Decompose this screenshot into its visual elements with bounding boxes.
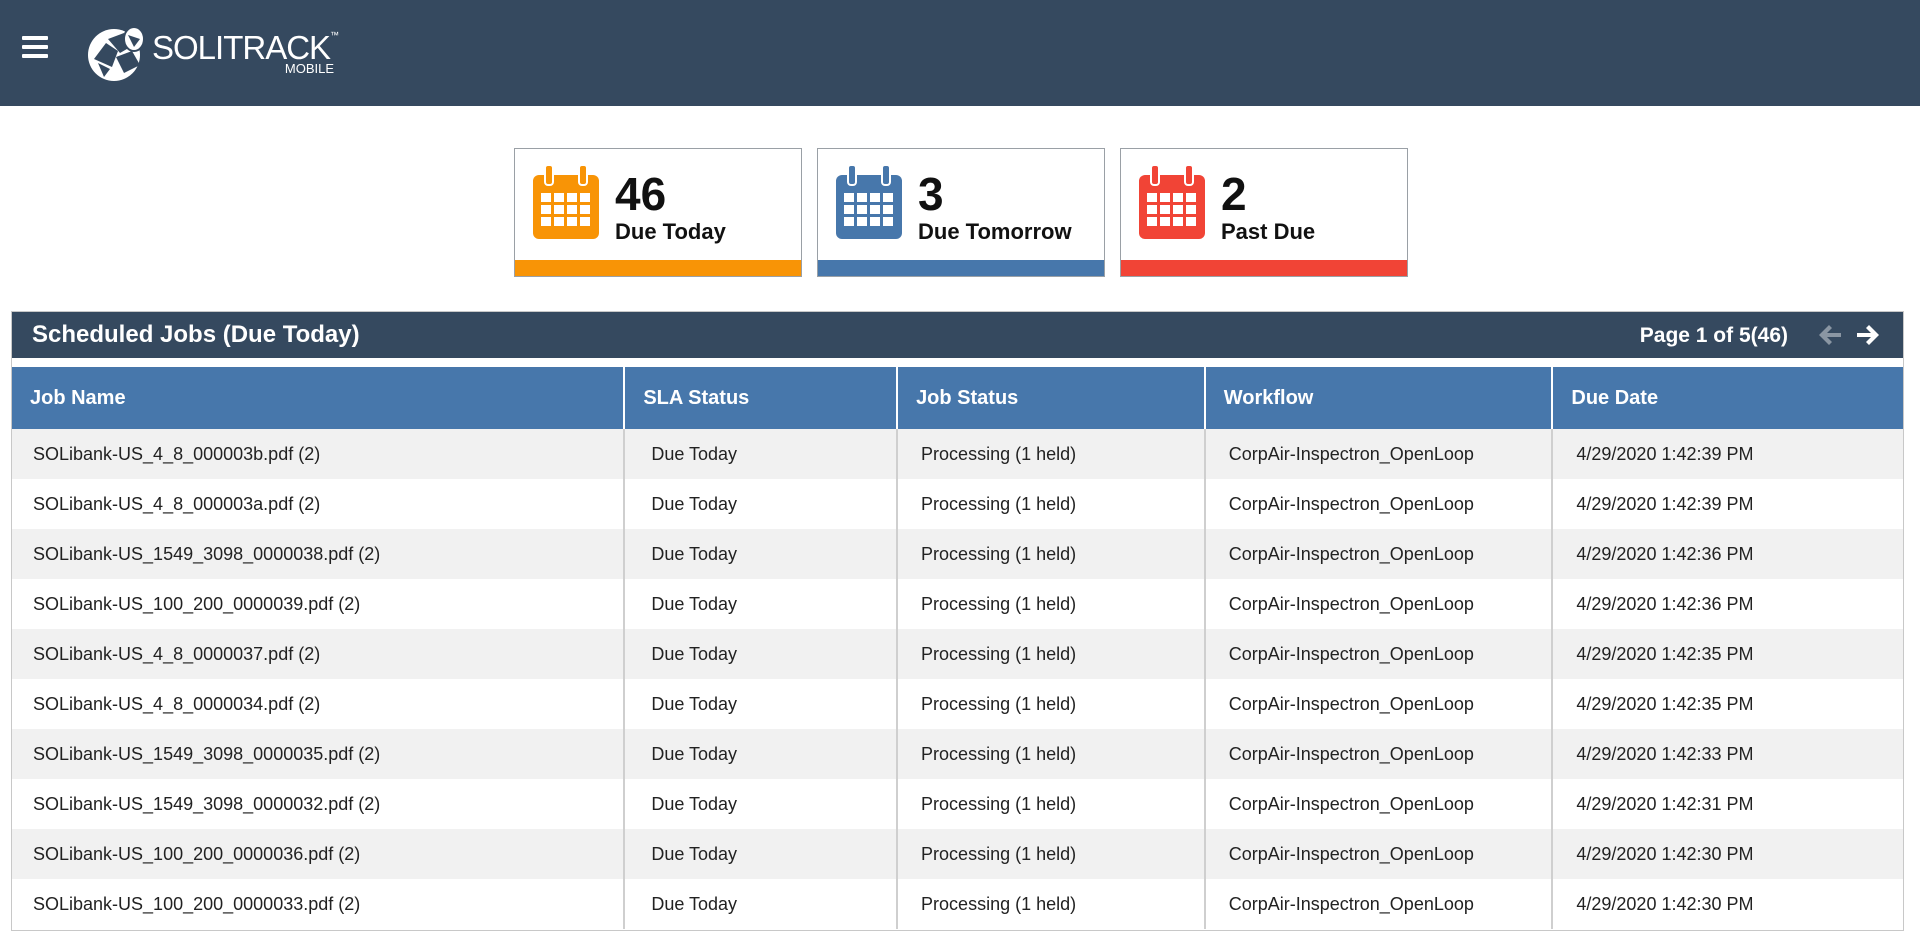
cell-job-status: Processing (1 held) [898, 829, 1206, 879]
cell-due-date: 4/29/2020 1:42:33 PM [1576, 743, 1754, 764]
column-header-due-date[interactable]: Due Date [1571, 386, 1659, 409]
card-due-today[interactable]: 46 Due Today [514, 148, 802, 277]
solitrack-logo-icon [88, 26, 145, 81]
cell-job-name: SOLibank-US_4_8_000003b.pdf (2) [12, 429, 626, 479]
cell-sla-status: Due Today [625, 479, 899, 529]
card-color-bar [515, 260, 801, 276]
table-row[interactable]: SOLibank-US_100_200_0000033.pdf (2) Due … [12, 879, 1903, 929]
panel-header: Scheduled Jobs (Due Today) Page 1 of 5(4… [12, 311, 1903, 358]
cell-sla-status: Due Today [625, 429, 899, 479]
calendar-icon [533, 165, 599, 239]
cell-due-date: 4/29/2020 1:42:35 PM [1576, 643, 1754, 664]
logo-text: SOLITRACK™ MOBILE [152, 29, 339, 76]
cell-workflow: CorpAir-Inspectron_OpenLoop [1206, 879, 1554, 929]
panel-title: Scheduled Jobs (Due Today) [32, 321, 360, 348]
cell-sla-status: Due Today [625, 829, 899, 879]
card-past-due[interactable]: 2 Past Due [1120, 148, 1408, 277]
cell-sla-status: Due Today [625, 779, 899, 829]
cell-job-status: Processing (1 held) [898, 879, 1206, 929]
due-tomorrow-count: 3 [918, 168, 944, 220]
cell-workflow: CorpAir-Inspectron_OpenLoop [1206, 429, 1554, 479]
cell-due-date: 4/29/2020 1:42:39 PM [1576, 493, 1754, 514]
summary-cards: 46 Due Today 3 Due Tomorrow [514, 148, 1408, 277]
cell-job-name: SOLibank-US_1549_3098_0000038.pdf (2) [12, 529, 626, 579]
table-row[interactable]: SOLibank-US_100_200_0000039.pdf (2) Due … [12, 579, 1903, 629]
cell-sla-status: Due Today [625, 579, 899, 629]
hamburger-menu-icon[interactable] [22, 36, 54, 66]
cell-due-date: 4/29/2020 1:42:30 PM [1576, 843, 1754, 864]
cell-sla-status: Due Today [625, 679, 899, 729]
cell-due-date: 4/29/2020 1:42:31 PM [1576, 793, 1754, 814]
cell-job-name: SOLibank-US_1549_3098_0000035.pdf (2) [12, 729, 626, 779]
table-row[interactable]: SOLibank-US_4_8_000003a.pdf (2) Due Toda… [12, 479, 1903, 529]
table-row[interactable]: SOLibank-US_4_8_000003b.pdf (2) Due Toda… [12, 429, 1903, 479]
cell-job-name: SOLibank-US_1549_3098_0000032.pdf (2) [12, 779, 626, 829]
column-header-sla-status[interactable]: SLA Status [625, 367, 899, 429]
calendar-icon [1139, 165, 1205, 239]
cell-workflow: CorpAir-Inspectron_OpenLoop [1206, 579, 1554, 629]
table-row[interactable]: SOLibank-US_4_8_0000037.pdf (2) Due Toda… [12, 629, 1903, 679]
app-logo[interactable]: SOLITRACK™ MOBILE [84, 22, 339, 84]
cell-sla-status: Due Today [625, 879, 899, 929]
cell-job-status: Processing (1 held) [898, 579, 1206, 629]
table-row[interactable]: SOLibank-US_4_8_0000034.pdf (2) Due Toda… [12, 679, 1903, 729]
cell-job-name: SOLibank-US_100_200_0000039.pdf (2) [12, 579, 626, 629]
arrow-left-icon[interactable] [1817, 323, 1843, 347]
due-today-count: 46 [615, 168, 667, 220]
cell-sla-status: Due Today [625, 529, 899, 579]
cell-job-name: SOLibank-US_4_8_000003a.pdf (2) [12, 479, 626, 529]
cell-job-name: SOLibank-US_100_200_0000036.pdf (2) [12, 829, 626, 879]
due-today-label: Due Today [615, 219, 726, 244]
column-header-job-name[interactable]: Job Name [12, 367, 626, 429]
card-color-bar [1121, 260, 1407, 276]
cell-due-date: 4/29/2020 1:42:30 PM [1576, 893, 1754, 914]
cell-job-status: Processing (1 held) [898, 729, 1206, 779]
cell-sla-status: Due Today [625, 729, 899, 779]
page-indicator: Page 1 of 5(46) [1639, 324, 1788, 347]
cell-workflow: CorpAir-Inspectron_OpenLoop [1206, 479, 1554, 529]
cell-job-name: SOLibank-US_100_200_0000033.pdf (2) [12, 879, 626, 929]
cell-workflow: CorpAir-Inspectron_OpenLoop [1206, 729, 1554, 779]
top-bar: SOLITRACK™ MOBILE [0, 0, 1920, 106]
cell-job-name: SOLibank-US_4_8_0000037.pdf (2) [12, 629, 626, 679]
cell-job-status: Processing (1 held) [898, 629, 1206, 679]
cell-due-date: 4/29/2020 1:42:35 PM [1576, 693, 1754, 714]
scheduled-jobs-panel: Scheduled Jobs (Due Today) Page 1 of 5(4… [11, 311, 1904, 931]
cell-workflow: CorpAir-Inspectron_OpenLoop [1206, 529, 1554, 579]
cell-workflow: CorpAir-Inspectron_OpenLoop [1206, 829, 1554, 879]
past-due-label: Past Due [1221, 219, 1316, 244]
card-due-tomorrow[interactable]: 3 Due Tomorrow [817, 148, 1105, 277]
past-due-count: 2 [1221, 168, 1247, 220]
cell-due-date: 4/29/2020 1:42:39 PM [1576, 443, 1754, 464]
cell-workflow: CorpAir-Inspectron_OpenLoop [1206, 629, 1554, 679]
table-row[interactable]: SOLibank-US_1549_3098_0000038.pdf (2) Du… [12, 529, 1903, 579]
cell-job-status: Processing (1 held) [898, 529, 1206, 579]
table-row[interactable]: SOLibank-US_1549_3098_0000035.pdf (2) Du… [12, 729, 1903, 779]
cell-sla-status: Due Today [625, 629, 899, 679]
table-row[interactable]: SOLibank-US_1549_3098_0000032.pdf (2) Du… [12, 779, 1903, 829]
cell-job-name: SOLibank-US_4_8_0000034.pdf (2) [12, 679, 626, 729]
due-tomorrow-label: Due Tomorrow [918, 219, 1072, 244]
cell-job-status: Processing (1 held) [898, 429, 1206, 479]
arrow-right-icon[interactable] [1855, 323, 1881, 347]
calendar-icon [836, 165, 902, 239]
cell-due-date: 4/29/2020 1:42:36 PM [1576, 543, 1754, 564]
table-body: SOLibank-US_4_8_000003b.pdf (2) Due Toda… [12, 429, 1903, 929]
cell-due-date: 4/29/2020 1:42:36 PM [1576, 593, 1754, 614]
cell-job-status: Processing (1 held) [898, 679, 1206, 729]
cell-workflow: CorpAir-Inspectron_OpenLoop [1206, 679, 1554, 729]
cell-job-status: Processing (1 held) [898, 779, 1206, 829]
table-row[interactable]: SOLibank-US_100_200_0000036.pdf (2) Due … [12, 829, 1903, 879]
column-header-job-status[interactable]: Job Status [898, 367, 1206, 429]
card-color-bar [818, 260, 1104, 276]
cell-workflow: CorpAir-Inspectron_OpenLoop [1206, 779, 1554, 829]
column-header-workflow[interactable]: Workflow [1206, 367, 1554, 429]
cell-job-status: Processing (1 held) [898, 479, 1206, 529]
table-header: Job Name SLA Status Job Status Workflow … [12, 367, 1903, 429]
